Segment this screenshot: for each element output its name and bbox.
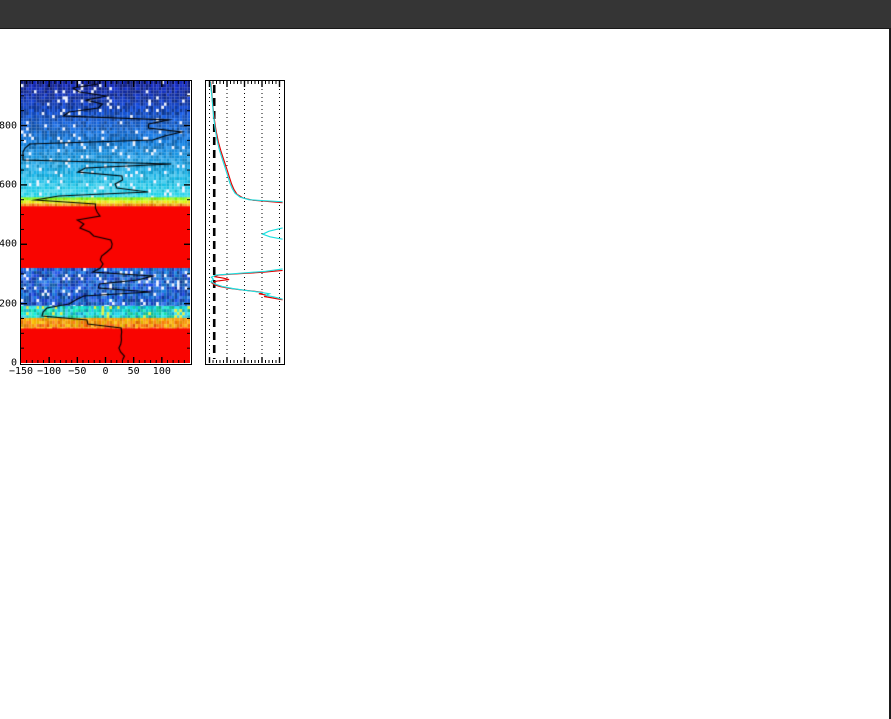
trace-profile-cyan	[209, 81, 283, 203]
ytick-spectrum-b-1: 600	[0, 179, 17, 191]
ytick-spectrum-b-1: 0	[10, 357, 17, 369]
xtick-spectrum-b-1: 50	[127, 366, 140, 377]
panel-power-profile-b-1	[205, 80, 285, 365]
xtick-spectrum-b-1: −150	[8, 366, 34, 377]
trace-profile-cyan	[209, 268, 283, 300]
ytick-spectrum-b-1: 800	[0, 120, 17, 132]
spectrogram-image-spectrum-b-1	[21, 81, 190, 363]
xtick-spectrum-b-1: 0	[102, 366, 109, 377]
trace-profile-red	[210, 81, 283, 204]
xtick-spectrum-b-1: −50	[68, 366, 87, 377]
window-titlebar[interactable]	[0, 0, 891, 29]
xtick-spectrum-b-1: 100	[152, 366, 171, 377]
trace-profile-cyan	[261, 227, 283, 240]
axes-spectrum-b-1	[21, 81, 190, 363]
panel-spectrum-b-1	[20, 80, 192, 365]
axes-power-profile-b-1	[208, 81, 283, 363]
ytick-spectrum-b-1: 200	[0, 298, 17, 310]
ytick-spectrum-b-1: 400	[0, 238, 17, 250]
xtick-spectrum-b-1: −100	[37, 366, 62, 377]
